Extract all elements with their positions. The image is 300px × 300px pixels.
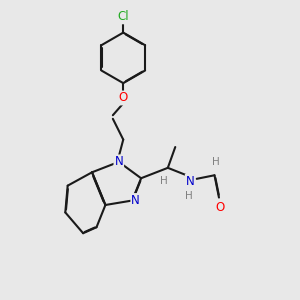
Text: H: H (185, 191, 193, 201)
Text: H: H (212, 157, 220, 167)
Text: N: N (186, 175, 194, 188)
Text: N: N (114, 155, 123, 168)
Text: O: O (216, 202, 225, 214)
Text: N: N (131, 194, 140, 207)
Text: O: O (118, 92, 128, 104)
Text: Cl: Cl (117, 10, 129, 23)
Text: H: H (160, 176, 168, 186)
